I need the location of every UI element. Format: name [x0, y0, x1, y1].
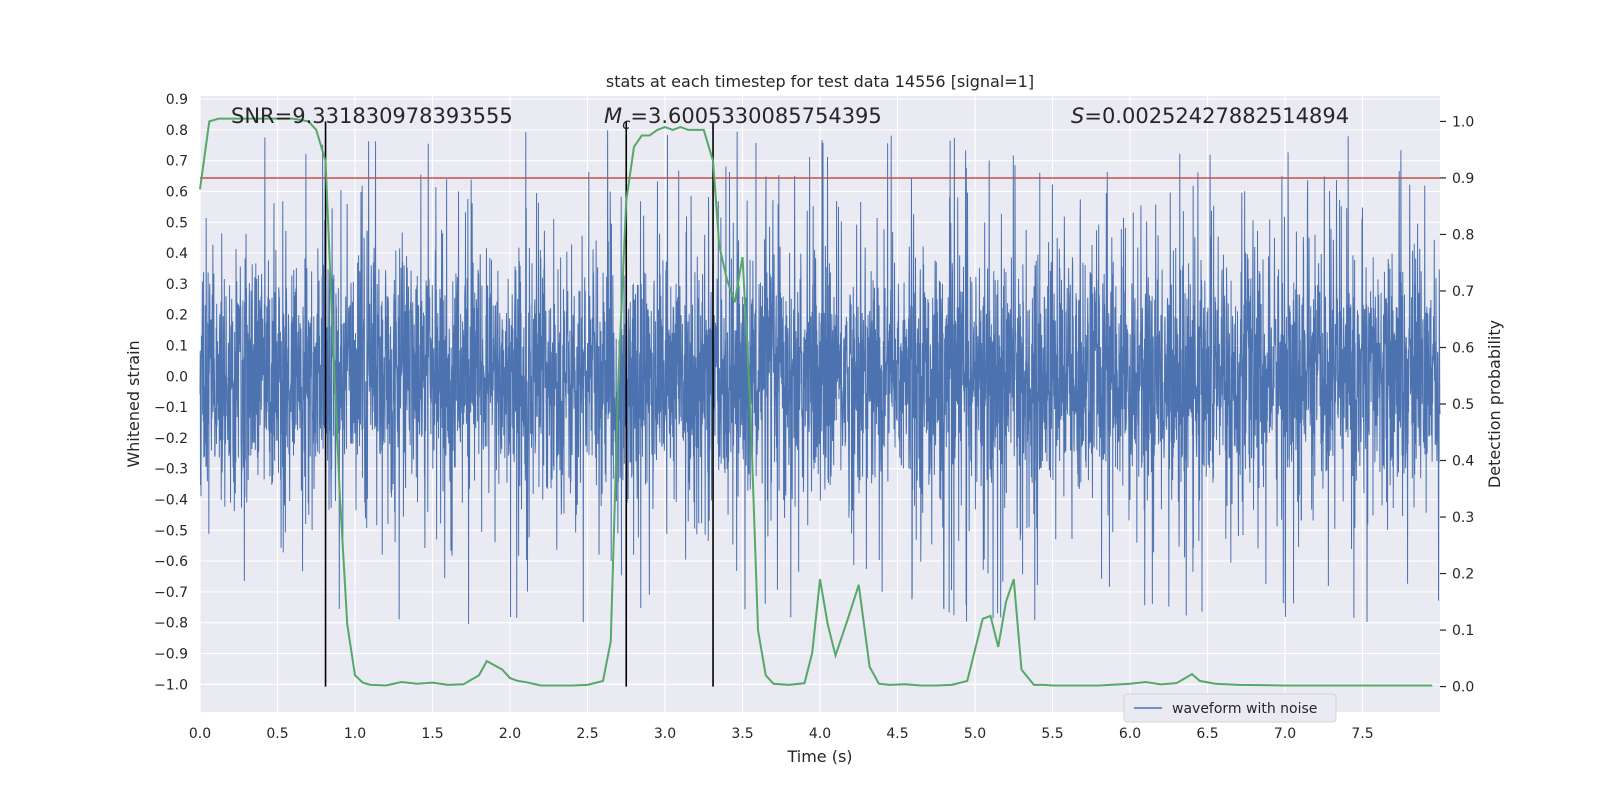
chirp-mass-value: =3.6005330085754395	[630, 104, 881, 128]
x-tick-label-7: 3.5	[731, 726, 753, 742]
chirp-mass-subscript: c	[622, 115, 631, 133]
y-tick-label-19: −1.0	[154, 677, 188, 693]
y-tick-label-14: −0.5	[154, 523, 188, 539]
legend-box	[1123, 693, 1337, 723]
chart-title: stats at each timestep for test data 145…	[606, 72, 1034, 91]
y-tick-label-8: 0.1	[166, 338, 188, 354]
x-tick-label-12: 6.0	[1119, 726, 1141, 742]
y-tick-label-4: 0.5	[166, 215, 188, 231]
y-tick-label-13: −0.4	[154, 492, 188, 508]
y-tick-label-9: 0.0	[166, 369, 188, 385]
y2-tick-label-7: 0.3	[1452, 510, 1474, 526]
y2-tick-label-2: 0.8	[1452, 227, 1474, 243]
x-tick-label-0: 0.0	[189, 726, 211, 742]
x-tick-label-15: 7.5	[1351, 726, 1373, 742]
waveform-series	[199, 130, 1441, 625]
y2-ticks: 1.0 0.9 0.8 0.7 0.6 0.5 0.4 0.3 0.2 0.1 0.0	[1440, 114, 1474, 696]
x-tick-label-11: 5.5	[1041, 726, 1063, 742]
x-tick-label-10: 5.0	[964, 726, 986, 742]
y-tick-label-18: −0.9	[154, 646, 188, 662]
y-axis-label: Whitened strain	[124, 340, 143, 467]
y-tick-label-15: −0.6	[154, 554, 188, 570]
y-tick-label-3: 0.6	[166, 184, 188, 200]
y2-tick-label-5: 0.5	[1452, 397, 1474, 413]
y2-axis-label: Detection probability	[1485, 320, 1504, 488]
y2-tick-label-1: 0.9	[1452, 171, 1474, 187]
s-value: =0.00252427882514894	[1084, 104, 1349, 128]
waveform-line	[199, 130, 1441, 625]
y-tick-label-11: −0.2	[154, 431, 188, 447]
y2-tick-label-9: 0.1	[1452, 623, 1474, 639]
y-tick-label-10: −0.1	[154, 400, 188, 416]
probability-series	[199, 117, 1433, 687]
y-tick-label-7: 0.2	[166, 308, 188, 324]
y-ticks: 0.9 0.8 0.7 0.6 0.5 0.4 0.3 0.2 0.1 0.0 −0.1 −0.2 −0…	[154, 92, 188, 693]
x-tick-label-6: 3.0	[654, 726, 676, 742]
y-tick-label-17: −0.8	[154, 616, 188, 632]
s-symbol: S	[1071, 104, 1084, 128]
y2-tick-label-0: 1.0	[1452, 114, 1474, 130]
x-tick-label-4: 2.0	[499, 726, 521, 742]
y2-tick-label-6: 0.4	[1452, 454, 1474, 470]
y-tick-label-16: −0.7	[154, 585, 188, 601]
x-tick-label-14: 7.0	[1274, 726, 1296, 742]
chirp-mass-annotation: Mc=3.6005330085754395	[604, 104, 882, 133]
x-tick-label-13: 6.5	[1196, 726, 1218, 742]
y-tick-label-1: 0.8	[166, 123, 188, 139]
y-tick-label-2: 0.7	[166, 154, 188, 170]
x-axis-label: Time (s)	[786, 747, 852, 766]
x-tick-label-9: 4.5	[886, 726, 908, 742]
x-tick-label-2: 1.0	[344, 726, 366, 742]
y2-tick-label-3: 0.7	[1452, 284, 1474, 300]
x-tick-label-3: 1.5	[421, 726, 443, 742]
y2-tick-label-8: 0.2	[1452, 567, 1474, 583]
x-ticks: 0.0 0.5 1.0 1.5 2.0 2.5 3.0 3.5 4.0 4.5 5.0 5.5 6.0 6…	[189, 726, 1374, 742]
x-tick-label-8: 4.0	[809, 726, 831, 742]
x-tick-label-1: 0.5	[266, 726, 288, 742]
y-tick-label-0: 0.9	[166, 92, 188, 108]
y-tick-label-5: 0.4	[166, 246, 188, 262]
y-tick-label-12: −0.3	[154, 462, 188, 478]
legend-label: waveform with noise	[1172, 701, 1317, 717]
x-tick-label-5: 2.5	[576, 726, 598, 742]
y-tick-label-6: 0.3	[166, 277, 188, 293]
chirp-mass-symbol: M	[604, 104, 622, 128]
probability-line	[199, 117, 1433, 687]
y2-tick-label-4: 0.6	[1452, 340, 1474, 356]
snr-annotation: SNR=9.331830978393555	[231, 104, 513, 128]
y2-tick-label-10: 0.0	[1452, 680, 1474, 696]
legend: waveform with noise	[1123, 693, 1337, 723]
s-annotation: S=0.00252427882514894	[1071, 104, 1349, 128]
